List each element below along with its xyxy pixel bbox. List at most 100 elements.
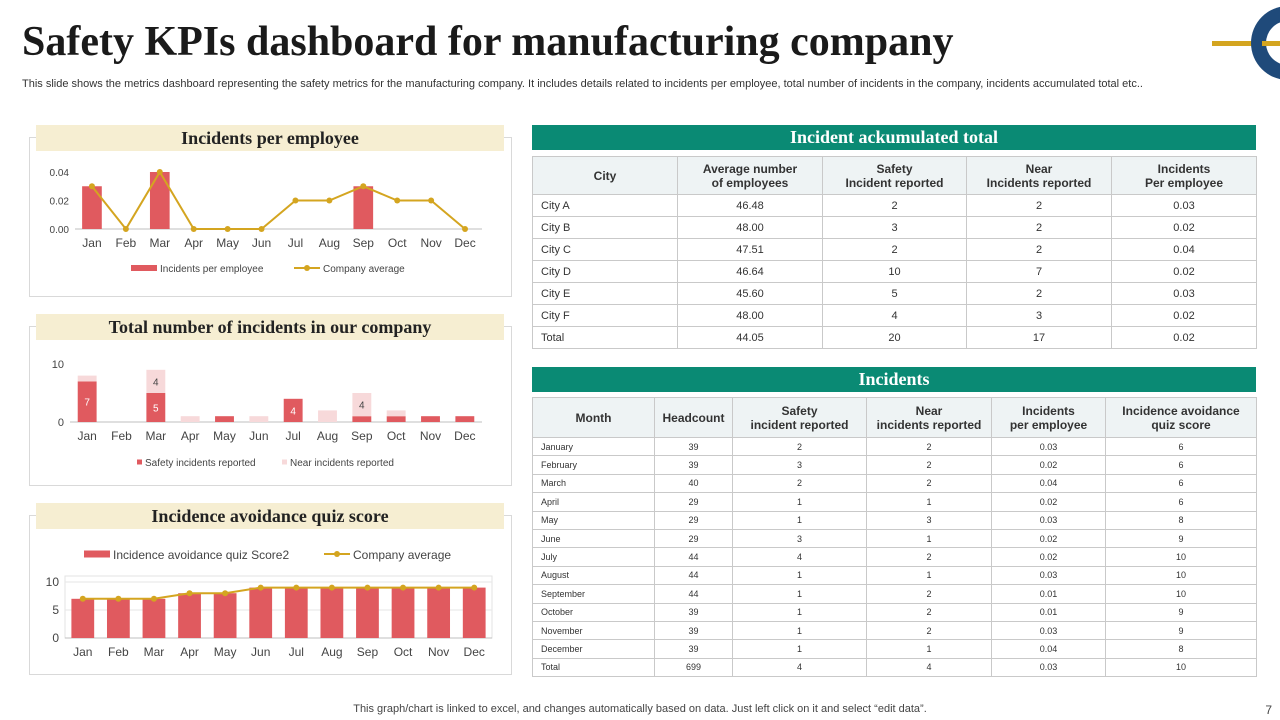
incidents-table-title: Incidents — [532, 367, 1256, 392]
table-cell: 0.02 — [991, 492, 1106, 512]
line-point — [186, 590, 193, 597]
table-cell: 4 — [822, 304, 967, 327]
table-cell: 0.03 — [991, 657, 1106, 678]
table-cell: November — [532, 620, 655, 641]
table-cell: October — [532, 602, 655, 622]
x-tick-label: Oct — [387, 429, 406, 443]
bar — [178, 593, 201, 638]
bar-safety-incidents — [386, 416, 406, 422]
data-label: 4 — [290, 406, 296, 417]
table-cell: 29 — [654, 492, 733, 512]
x-tick-label: Dec — [454, 429, 475, 443]
bar-near-incidents — [386, 410, 406, 417]
table-cell: 2 — [966, 216, 1112, 239]
x-tick-label: Sep — [353, 236, 375, 250]
line-point — [258, 226, 265, 232]
table-cell: 10 — [1105, 565, 1257, 586]
bar — [82, 186, 102, 229]
table-row: Total 44.05 20 17 0.02 — [532, 326, 1257, 349]
legend-swatch — [131, 265, 157, 271]
x-tick-label: Feb — [108, 645, 129, 659]
y-tick-label: 10 — [52, 359, 64, 371]
table-cell: Total — [532, 657, 655, 678]
line-point — [122, 226, 129, 232]
x-tick-label: Nov — [420, 429, 441, 443]
x-tick-label: Jan — [77, 429, 96, 443]
table-cell: 20 — [822, 326, 967, 349]
table-cell: 46.48 — [677, 194, 823, 217]
table-cell: 47.51 — [677, 238, 823, 261]
table-cell: City A — [532, 194, 678, 217]
x-tick-label: May — [216, 236, 239, 250]
table-row: City F 48.00 4 3 0.02 — [532, 304, 1257, 327]
table-cell: City C — [532, 238, 678, 261]
bar — [356, 587, 379, 638]
data-label: 4 — [359, 401, 365, 412]
table-cell: 7 — [966, 260, 1112, 283]
bar — [320, 587, 344, 638]
table-cell: 8 — [1105, 510, 1257, 530]
column-header: Safety Incident reported — [822, 156, 967, 195]
table-cell: 2 — [732, 436, 867, 457]
table-cell: 2 — [866, 547, 992, 567]
y-tick-label: 0.00 — [50, 225, 70, 236]
table-cell: 1 — [732, 584, 867, 604]
table-cell: 0.03 — [991, 436, 1106, 457]
x-tick-label: Sep — [357, 645, 379, 659]
x-tick-label: Oct — [394, 645, 413, 659]
table-cell: 0.02 — [1111, 216, 1257, 239]
table-cell: 48.00 — [677, 216, 823, 239]
page-number: 7 — [1265, 703, 1272, 717]
table-cell: 39 — [654, 455, 733, 475]
table-cell: 9 — [1105, 528, 1257, 549]
legend-label: Incidents per employee — [160, 264, 264, 275]
table-cell: 9 — [1105, 602, 1257, 622]
x-tick-label: Aug — [319, 236, 340, 250]
total-incidents-chart[interactable]: 0 10 Jan Feb Mar Apr May Jun Jul Aug Sep Oct Nov Dec 7… — [30, 344, 510, 484]
table-cell: February — [532, 455, 655, 475]
table-cell: 0.03 — [1111, 282, 1257, 305]
bar-safety-incidents — [352, 416, 372, 422]
x-tick-label: Mar — [149, 236, 170, 250]
table-cell: 2 — [866, 620, 992, 641]
incidents-per-employee-chart[interactable]: 0.00 0.02 0.04 Jan Feb Mar Apr May Jun Jul Aug Sep O… — [30, 155, 510, 295]
table-row: November 39 1 2 0.03 9 — [532, 620, 1257, 641]
column-header: Incidents per employee — [991, 397, 1106, 438]
bar — [284, 587, 308, 638]
legend-label: Near incidents reported — [290, 458, 394, 469]
bar-near-incidents — [318, 410, 337, 422]
bar-near-incidents — [180, 416, 200, 422]
table-cell: City E — [532, 282, 678, 305]
y-tick-label: 10 — [46, 575, 60, 589]
table-cell: 45.60 — [677, 282, 823, 305]
column-header: Near Incidents reported — [966, 156, 1112, 195]
line-point — [394, 197, 401, 204]
x-tick-label: May — [213, 429, 236, 443]
table-cell: 0.01 — [991, 602, 1106, 622]
x-tick-label: Oct — [388, 236, 407, 250]
accumulated-total-title: Incident ackumulated total — [532, 125, 1256, 150]
bar-near-incidents — [352, 393, 372, 417]
x-tick-label: Jul — [288, 236, 303, 250]
table-cell: 46.64 — [677, 260, 823, 283]
table-row: August 44 1 1 0.03 10 — [532, 565, 1257, 586]
table-cell: 0.04 — [991, 639, 1106, 659]
table-cell: May — [532, 510, 655, 530]
bar-safety-incidents — [455, 416, 475, 422]
table-cell: 0.03 — [1111, 194, 1257, 217]
legend-swatch-point — [334, 551, 340, 557]
table-cell: 39 — [654, 639, 733, 659]
legend-swatch-point — [304, 265, 310, 271]
table-cell: 3 — [866, 510, 992, 530]
incidents-per-employee-title: Incidents per employee — [36, 125, 504, 151]
y-tick-label: 5 — [52, 603, 59, 617]
line-point — [471, 584, 478, 591]
table-cell: 0.02 — [1111, 326, 1257, 349]
x-tick-label: Mar — [145, 429, 166, 443]
table-cell: 0.02 — [991, 547, 1106, 567]
x-tick-label: Sep — [351, 429, 373, 443]
table-cell: 0.03 — [991, 510, 1106, 530]
table-row: City A 46.48 2 2 0.03 — [532, 194, 1257, 217]
table-cell: 44.05 — [677, 326, 823, 349]
quiz-score-chart[interactable]: 0 5 10 Jan Feb Mar Apr May Jun Jul Aug Sep Oct Nov Dec… — [30, 533, 510, 673]
